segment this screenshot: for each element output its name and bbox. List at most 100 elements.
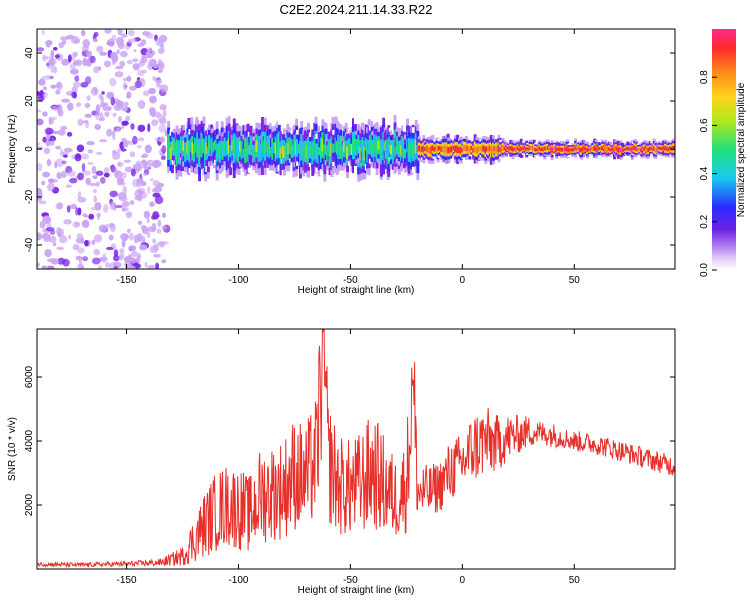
snr-series-line: [37, 329, 675, 569]
spectrogram-cell: [127, 29, 135, 37]
spectrogram-cell: [159, 104, 167, 111]
spectrogram-cell: [42, 86, 48, 91]
spectrogram-cell: [128, 245, 137, 251]
spectrogram-cell: [182, 140, 186, 152]
spectrogram-cell: [122, 186, 127, 195]
spectrogram-cell: [54, 54, 60, 59]
spectrogram-cell: [147, 123, 151, 133]
y-tick-label: 4000: [24, 429, 35, 452]
spectrogram-cell: [143, 210, 151, 219]
x-tick-label: -100: [228, 275, 248, 286]
spectrogram-cell: [580, 147, 583, 153]
spectrogram-cell: [44, 249, 52, 258]
x-tick-label: -150: [117, 575, 137, 586]
spectrogram-cell: [543, 146, 547, 151]
spectrogram-cell: [87, 162, 94, 165]
spectrogram-cell: [371, 144, 375, 154]
spectrogram-cell: [555, 147, 559, 152]
spectrogram-cell: [153, 111, 162, 118]
spectrogram-cell: [93, 31, 99, 37]
spectrogram-cell: [84, 102, 91, 109]
spectrogram-cell: [50, 116, 57, 121]
spectrogram-cell: [423, 146, 427, 152]
spectrogram-cell: [81, 219, 90, 228]
spectrogram-cell: [520, 147, 524, 152]
spectrogram-cell: [205, 142, 209, 155]
colorbar-tick-label: 0.8: [699, 70, 710, 84]
spectrogram-cell: [130, 123, 135, 130]
spectrogram-cell: [92, 175, 98, 180]
spectrogram-cell: [596, 148, 600, 152]
spectrogram-cell: [577, 146, 581, 150]
spectrogram-cell: [60, 125, 68, 131]
spectrogram-cell: [153, 243, 159, 252]
spectrogram-cell: [441, 145, 445, 153]
spectrogram-cell: [523, 146, 527, 150]
spectrogram-cell: [605, 147, 609, 152]
spectrogram-cell: [161, 145, 167, 154]
spectrogram-cell: [96, 212, 101, 218]
spectrogram-cell: [151, 222, 157, 232]
spectrogram-cell: [103, 172, 110, 178]
spectrogram-cell: [159, 117, 167, 125]
spectrogram-cell: [81, 29, 86, 37]
spectrogram-cell: [134, 80, 143, 89]
spectrogram-cell: [232, 140, 236, 156]
spectrogram-cell: [136, 254, 141, 264]
spectrogram-cell: [63, 147, 73, 153]
spectrogram-cell: [50, 84, 57, 89]
spectrogram-cell: [46, 158, 52, 167]
spectrogram-cell: [100, 102, 109, 106]
spectrogram-cell: [216, 148, 220, 158]
spectrogram-cell: [366, 144, 369, 157]
spectrogram-cell: [128, 265, 136, 269]
spectrogram-cell: [118, 255, 123, 261]
spectrogram-cell: [337, 140, 340, 153]
spectrogram-cell: [126, 91, 132, 99]
spectrogram-y-label: Frequency (Hz): [7, 115, 18, 184]
spectrogram-cell: [73, 81, 81, 88]
spectrogram-cell: [263, 139, 267, 154]
spectrogram-cell: [332, 143, 336, 153]
spectrogram-cell: [141, 159, 146, 165]
spectrogram-cell: [175, 145, 179, 160]
spectrogram-cell: [52, 130, 60, 135]
spectrogram-cell: [137, 124, 146, 132]
spectrogram-cell: [662, 146, 666, 150]
spectrogram-cell: [139, 177, 144, 183]
x-tick-label: 50: [569, 575, 581, 586]
spectrogram-cell: [104, 29, 112, 34]
spectrogram-cell: [52, 242, 57, 247]
spectrogram-cell: [42, 136, 47, 143]
spectrogram-cell: [96, 151, 103, 155]
spectrogram-cell: [407, 143, 411, 156]
spectrogram-cell: [357, 139, 361, 149]
spectrogram-cell: [95, 170, 104, 176]
spectrogram-cell: [574, 145, 578, 151]
spectrogram-cell: [473, 145, 477, 153]
y-tick-label: 0: [24, 146, 35, 152]
spectrogram-cell: [120, 50, 128, 58]
spectrogram-cell: [61, 160, 67, 165]
spectrogram-cell: [103, 203, 109, 213]
spectrogram-cell: [130, 168, 136, 177]
spectrogram-cell: [200, 139, 204, 152]
spectrogram-cell: [42, 56, 51, 60]
spectrogram-cell: [104, 111, 110, 117]
spectrogram-cell: [94, 124, 101, 130]
spectrogram-cell: [120, 33, 128, 38]
spectrogram-cell: [225, 140, 229, 156]
spectrogram-cell: [128, 254, 132, 260]
spectrogram-cell: [46, 265, 55, 269]
colorbar: 0.0 0.2 0.4 0.6 0.8 Normalized spectral ampl…: [699, 29, 747, 277]
spectrogram-cell: [284, 147, 288, 157]
spectrogram-cell: [99, 51, 108, 56]
spectrogram-cell: [77, 263, 84, 269]
spectrogram-cell: [119, 60, 126, 68]
spectrogram-cell: [647, 147, 651, 153]
spectrogram-cell: [137, 79, 144, 82]
spectrogram-cell: [462, 144, 466, 152]
spectrogram-cell: [113, 249, 119, 257]
spectrogram-cell: [105, 262, 111, 268]
spectrogram-cell: [121, 124, 125, 130]
